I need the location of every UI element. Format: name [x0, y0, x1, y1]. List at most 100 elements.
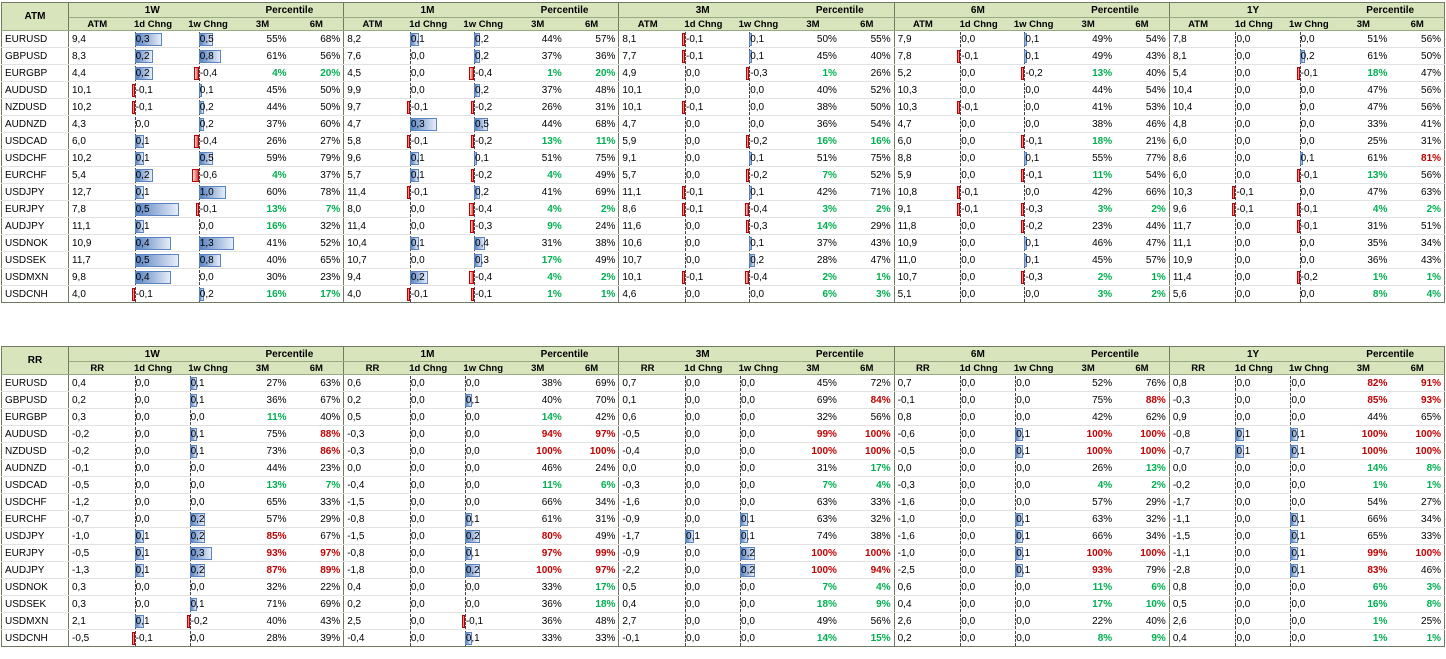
rr-percentile-3m: 17%: [1061, 595, 1116, 613]
negative-change-bar: [1296, 202, 1300, 216]
rr-percentile-3m: 63%: [785, 493, 840, 511]
atm-1w-change-cell: -0,3: [730, 64, 786, 82]
atm-subheader-1d-change: 1d Chng: [400, 17, 456, 31]
rr-percentile-6m: 32%: [839, 510, 895, 528]
atm-level-value: 10,3: [894, 81, 952, 99]
change-value: 0,0: [135, 428, 150, 440]
negative-change-bar: [471, 287, 475, 301]
rr-percentile-3m: 32%: [785, 408, 840, 426]
rr-percentile-6m: 31%: [564, 510, 620, 528]
rr-percentile-3m: 100%: [1336, 442, 1391, 460]
atm-tenor-header: 1M: [343, 2, 511, 18]
zero-axis-line: [960, 82, 962, 98]
rr-percentile-6m: 33%: [289, 493, 345, 511]
atm-1d-change-cell: 0,0: [951, 132, 1007, 150]
rr-1w-change-cell: 0,0: [455, 459, 511, 477]
rr-level-value: -0,5: [68, 476, 126, 494]
rr-1d-change-cell: 0,0: [1226, 391, 1282, 409]
positive-change-bar: [1299, 151, 1303, 165]
rr-percentile-3m: 11%: [235, 408, 290, 426]
rr-percentile-6m: 17%: [839, 459, 895, 477]
change-value: 0,0: [410, 428, 425, 440]
zero-axis-line: [409, 494, 411, 510]
change-value: 0,0: [741, 377, 755, 389]
rr-level-value: -0,8: [343, 510, 401, 528]
rr-1d-change-cell: 0,0: [951, 527, 1007, 545]
rr-1d-change-cell: 0,0: [400, 391, 456, 409]
atm-percentile-6m: 75%: [564, 149, 620, 167]
atm-percentile-6m: 68%: [289, 30, 345, 48]
positive-change-bar: [464, 393, 473, 407]
atm-percentile-header: Percentile: [785, 2, 895, 18]
atm-1w-change-cell: 0,0: [1281, 81, 1337, 99]
rr-percentile-6m: 42%: [564, 408, 620, 426]
atm-tenor-header: 1W: [68, 2, 236, 18]
change-value: 0,0: [961, 428, 976, 440]
zero-axis-line: [960, 48, 962, 64]
positive-change-bar: [1235, 427, 1245, 441]
atm-level-value: 9,6: [1169, 200, 1227, 218]
change-value: 0,0: [1300, 186, 1315, 198]
atm-level-value: 4,4: [68, 64, 126, 82]
zero-axis-line: [464, 426, 466, 442]
zero-axis-line: [960, 477, 962, 493]
change-value: 0,0: [199, 271, 214, 283]
atm-percentile-3m: 2%: [785, 268, 840, 286]
atm-percentile-3m: 42%: [1061, 183, 1116, 201]
zero-axis-line: [134, 116, 136, 132]
rr-percentile-6m: 88%: [289, 425, 345, 443]
rr-level-value: 0,2: [343, 595, 401, 613]
zero-axis-line: [134, 286, 136, 302]
rr-1w-change-cell: 0,0: [730, 493, 786, 511]
change-value: 0,0: [1291, 377, 1306, 389]
atm-level-value: 8,1: [1169, 47, 1227, 65]
zero-axis-line: [960, 184, 962, 200]
rr-percentile-6m: 40%: [289, 408, 345, 426]
rr-1w-change-cell: 0,0: [1281, 408, 1337, 426]
change-value: 0,1: [135, 220, 150, 232]
rr-1d-change-cell: 0,0: [675, 629, 731, 647]
rr-percentile-6m: 33%: [839, 493, 895, 511]
atm-percentile-6m: 21%: [1115, 132, 1170, 150]
rr-1d-change-cell: 0,0: [675, 493, 731, 511]
rr-percentile-3m: 18%: [785, 595, 840, 613]
rr-percentile-6m: 3%: [1390, 578, 1446, 596]
rr-1w-change-cell: 0,0: [1281, 391, 1337, 409]
change-value: 0,2: [190, 513, 205, 525]
atm-level-value: 12,7: [68, 183, 126, 201]
atm-1w-change-cell: 0,5: [180, 30, 236, 48]
rr-level-value: 0,4: [68, 374, 126, 392]
rr-1d-change-cell: 0,0: [951, 408, 1007, 426]
rr-1d-change-cell: 0,0: [675, 391, 731, 409]
rr-percentile-6m: 29%: [289, 510, 345, 528]
positive-change-bar: [198, 32, 213, 46]
table-row: USDCNH -0,5 -0,1 0,0 28% 39% -0,4 0,0 0,1 33% 33% -…: [1, 629, 1446, 647]
zero-axis-line: [464, 494, 466, 510]
atm-tenor-header: 3M: [618, 2, 786, 18]
atm-1d-change-cell: 0,0: [951, 81, 1007, 99]
rr-1d-change-cell: 0,0: [951, 476, 1007, 494]
rr-1d-change-cell: 0,0: [1226, 476, 1282, 494]
negative-change-bar: [1021, 134, 1025, 148]
zero-axis-line: [409, 477, 411, 493]
atm-1w-change-cell: 0,0: [180, 268, 236, 286]
change-value: 0,0: [961, 254, 976, 266]
atm-percentile-3m: 51%: [1336, 30, 1391, 48]
atm-percentile-6m: 37%: [289, 166, 345, 184]
rr-percentile-6m: 100%: [1390, 544, 1446, 562]
atm-level-value: 11,1: [68, 217, 126, 235]
rr-percentile-3m: 54%: [1336, 493, 1391, 511]
change-value: 0,0: [961, 377, 976, 389]
zero-axis-line: [198, 218, 200, 234]
atm-percentile-3m: 50%: [785, 30, 840, 48]
atm-percentile-6m: 1%: [839, 268, 895, 286]
change-value: 0,1: [1025, 152, 1040, 164]
rr-percentile-3m: 11%: [1061, 578, 1116, 596]
rr-percentile-6m: 100%: [1390, 442, 1446, 460]
rr-percentile-6m: 100%: [839, 442, 895, 460]
change-value: 0,0: [410, 50, 425, 62]
rr-1w-change-cell: 0,1: [1006, 527, 1062, 545]
rr-subheader-pct-3m: 3M: [785, 361, 840, 375]
rr-1d-change-cell: 0,1: [1226, 425, 1282, 443]
atm-percentile-3m: 14%: [785, 217, 840, 235]
